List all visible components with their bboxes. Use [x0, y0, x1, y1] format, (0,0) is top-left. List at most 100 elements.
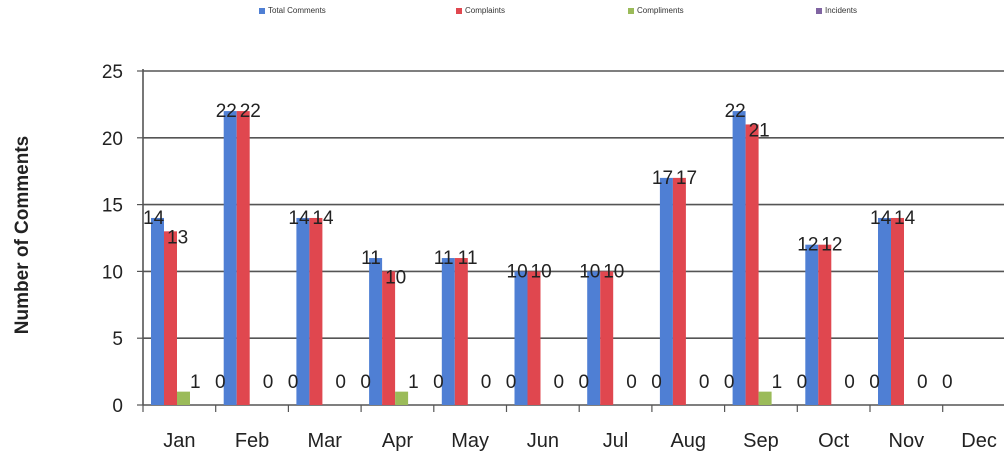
chart-legend: Total Comments Complaints Compliments In…: [0, 6, 1004, 20]
data-label: 1: [408, 372, 419, 393]
data-label: 22: [240, 101, 261, 122]
data-label: 0: [844, 372, 855, 393]
data-label: 1: [772, 372, 783, 393]
y-tick-label: 15: [102, 196, 123, 217]
data-label: 10: [385, 267, 406, 288]
data-label: 11: [361, 248, 381, 269]
bar-complaints: [236, 111, 250, 405]
data-label: 0: [506, 372, 517, 393]
bar-total-comments: [369, 258, 383, 405]
data-label: 1: [190, 372, 201, 393]
bar-complaints: [818, 244, 832, 405]
x-tick-label: Dec: [961, 430, 997, 452]
legend-swatch: [259, 7, 265, 14]
data-label: 22: [216, 101, 237, 122]
data-label: 12: [821, 235, 842, 256]
data-label: 14: [288, 208, 310, 229]
data-label: 0: [288, 372, 299, 393]
data-label: 0: [215, 372, 226, 393]
data-label: 11: [434, 248, 454, 269]
legend-label: Complaints: [465, 6, 506, 15]
legend-label: Total Comments: [268, 6, 326, 15]
x-tick-label: Sep: [743, 430, 779, 452]
bar-total-comments: [514, 271, 528, 405]
bar-total-comments: [732, 111, 746, 405]
bar-complaints: [309, 217, 323, 405]
data-label: 17: [676, 168, 697, 189]
data-label: 0: [797, 372, 808, 393]
bar-total-comments: [441, 258, 455, 405]
x-tick-label: Jun: [527, 430, 559, 452]
data-label: 0: [917, 372, 928, 393]
data-label: 14: [894, 208, 916, 229]
y-tick-label: 0: [112, 396, 123, 417]
bar-total-comments: [587, 271, 601, 405]
data-label: 14: [143, 208, 165, 229]
data-label: 12: [797, 235, 818, 256]
bar-compliments: [177, 391, 190, 405]
legend-swatch: [816, 7, 822, 14]
data-label: 21: [749, 120, 770, 141]
bar-total-comments: [296, 217, 310, 405]
bar-complaints: [600, 271, 614, 405]
bar-complaints: [527, 271, 541, 405]
x-tick-label: Aug: [670, 430, 706, 452]
legend-item-incidents: Incidents: [816, 6, 857, 15]
legend-item-compliments: Compliments: [628, 6, 684, 15]
data-label: 14: [870, 208, 892, 229]
data-label: 10: [579, 261, 600, 282]
data-label: 0: [335, 372, 346, 393]
data-label: 10: [531, 261, 552, 282]
x-tick-label: Jan: [163, 430, 195, 452]
bar-complaints: [164, 231, 177, 405]
data-label: 0: [651, 372, 662, 393]
data-label: 10: [507, 261, 528, 282]
data-label: 13: [167, 227, 188, 248]
x-tick-label: Mar: [308, 430, 343, 452]
legend-swatch: [456, 7, 462, 14]
data-label: 0: [433, 372, 444, 393]
data-label: 0: [481, 372, 492, 393]
legend-label: Compliments: [637, 6, 684, 15]
data-label: 0: [360, 372, 371, 393]
bar-compliments: [758, 391, 772, 405]
data-label: 10: [603, 261, 624, 282]
data-label: 22: [725, 101, 746, 122]
bar-total-comments: [151, 217, 164, 405]
bar-compliments: [395, 391, 409, 405]
data-label: 11: [458, 248, 478, 269]
x-tick-label: Apr: [382, 430, 413, 452]
y-tick-label: 20: [102, 129, 123, 150]
bar-complaints: [672, 177, 686, 405]
data-label: 0: [263, 372, 274, 393]
data-label: 0: [699, 372, 710, 393]
bar-total-comments: [805, 244, 819, 405]
data-label: 0: [724, 372, 735, 393]
data-label: 17: [652, 168, 673, 189]
x-tick-label: Feb: [235, 430, 269, 452]
bar-complaints: [891, 217, 904, 405]
bar-complaints: [454, 258, 468, 405]
bar-complaints: [745, 124, 759, 405]
data-label: 0: [869, 372, 880, 393]
data-label: 0: [626, 372, 637, 393]
data-label: 14: [312, 208, 334, 229]
legend-item-total-comments: Total Comments: [259, 6, 326, 15]
x-tick-label: Jul: [603, 430, 629, 452]
data-label: 0: [554, 372, 565, 393]
y-tick-label: 25: [102, 62, 123, 83]
bar-total-comments: [878, 217, 891, 405]
data-label: 0: [942, 372, 953, 393]
legend-label: Incidents: [825, 6, 858, 15]
bar-total-comments: [659, 177, 673, 405]
x-tick-label: May: [451, 430, 489, 452]
x-tick-label: Nov: [889, 430, 925, 452]
bar-complaints: [382, 271, 396, 405]
legend-swatch: [628, 7, 634, 14]
bar-total-comments: [223, 111, 237, 405]
data-label: 0: [579, 372, 590, 393]
x-tick-label: Oct: [818, 430, 850, 452]
y-tick-label: 10: [102, 262, 123, 283]
y-tick-label: 5: [112, 329, 123, 350]
